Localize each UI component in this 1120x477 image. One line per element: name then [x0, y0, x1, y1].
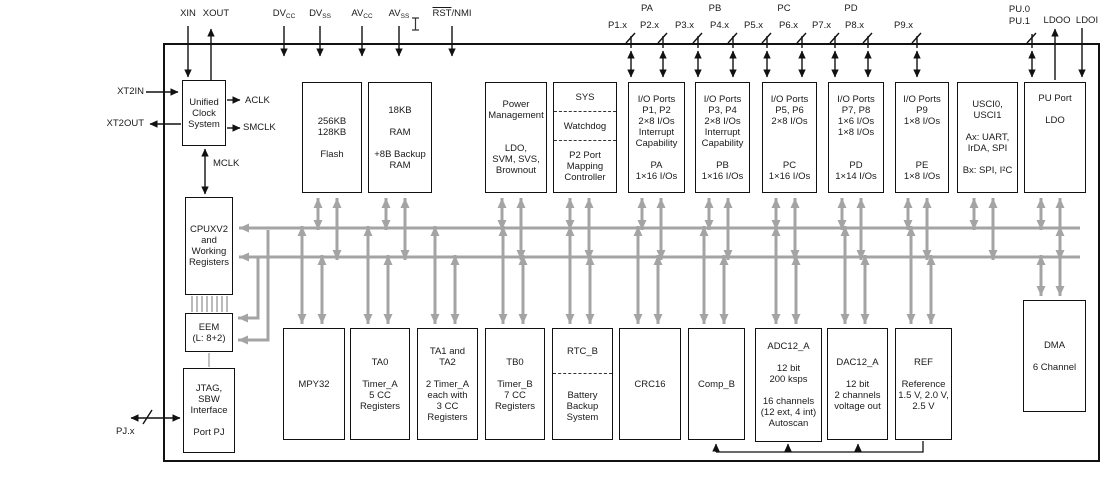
block-power-management: Power Management LDO, SVM, SVS, Brownout — [485, 82, 547, 193]
block-adc12: ADC12_A 12 bit 200 ksps 16 channels (12 … — [755, 328, 822, 442]
cpu-eem-ribbon — [191, 296, 228, 312]
block-ta1-ta2: TA1 and TA2 2 Timer_A each with 3 CC Reg… — [417, 328, 478, 440]
block-rtc-battery-backup: RTC_B Battery Backup System — [552, 328, 613, 440]
pin-label-ldoo: LDOO — [1043, 15, 1071, 26]
pin-label-p4x: P4.x — [709, 20, 729, 31]
port-group-label-pa: PA — [641, 3, 653, 14]
pin-label-p2x: P2.x — [639, 20, 659, 31]
pin-label-xout: XOUT — [202, 8, 230, 19]
pin-label-avss: AVSS — [388, 8, 410, 20]
block-tb0: TB0 Timer_B 7 CC Registers — [485, 328, 545, 440]
block-ta0: TA0 Timer_A 5 CC Registers — [350, 328, 410, 440]
block-io-p7p8: I/O Ports P7, P8 1×6 I/Os 1×8 I/Os PD 1×… — [828, 82, 884, 193]
pin-label-dvss: DVSS — [309, 8, 331, 20]
signal-label-smclk: SMCLK — [243, 122, 276, 133]
pin-label-xt2in: XT2IN — [117, 86, 144, 97]
pin-label-xt2out: XT2OUT — [106, 118, 144, 129]
pin-label-pu1: PU.1 — [1008, 16, 1030, 27]
text-cursor-artifact — [412, 17, 419, 31]
pin-label-ldoi: LDOI — [1075, 15, 1099, 26]
block-pu-port-ldo: PU Port LDO — [1024, 82, 1086, 193]
pin-label-p3x: P3.x — [674, 20, 694, 31]
block-io-p9: I/O Ports P9 1×8 I/Os PE 1×8 I/Os — [895, 82, 949, 193]
pin-label-dvcc: DVCC — [272, 8, 296, 20]
block-jtag-sbw: JTAG, SBW Interface Port PJ — [183, 368, 235, 453]
pin-label-p5x: P5.x — [743, 20, 763, 31]
bottom-block-bus-arrows — [297, 226, 1065, 324]
pin-lines — [130, 26, 456, 425]
block-eem: EEM (L: 8+2) — [185, 313, 233, 352]
block-usci: USCI0, USCI1 Ax: UART, IrDA, SPI Bx: SPI… — [957, 82, 1018, 193]
block-dma: DMA 6 Channel — [1023, 300, 1086, 412]
block-mpy32: MPY32 — [283, 328, 345, 440]
port-group-label-pd: PD — [844, 3, 858, 14]
block-io-p3p4: I/O Ports P3, P4 2×8 I/Os Interrupt Capa… — [695, 82, 750, 193]
chip-boundary — [163, 43, 1100, 462]
signal-label-mclk: MCLK — [213, 158, 240, 169]
pin-label-p6x: P6.x — [778, 20, 798, 31]
pin-label-p8x: P8.x — [844, 20, 864, 31]
ref-distribution-line — [712, 441, 924, 453]
port-group-label-pb: PB — [708, 3, 722, 14]
block-ram: 18KB RAM +8B Backup RAM — [368, 82, 432, 193]
block-io-p1p2: I/O Ports P1, P2 2×8 I/Os Interrupt Capa… — [628, 82, 685, 193]
pin-label-p7x: P7.x — [811, 20, 831, 31]
eem-bus-arrows — [238, 230, 270, 345]
block-comp-b: Comp_B — [688, 328, 745, 440]
top-block-bus-arrows — [313, 198, 1065, 260]
pin-label-p1x: P1.x — [607, 20, 627, 31]
signal-label-aclk: ACLK — [245, 95, 270, 106]
pin-label-xin: XIN — [180, 8, 196, 19]
block-crc16: CRC16 — [619, 328, 681, 440]
port-pin-arrows — [625, 28, 1086, 80]
pin-label-avcc: AVCC — [351, 8, 373, 20]
pin-label-pjx: PJ.x — [116, 426, 135, 437]
block-ref: REF Reference 1.5 V, 2.0 V, 2.5 V — [895, 328, 952, 440]
port-group-label-pc: PC — [777, 3, 791, 14]
block-cpu: CPUXV2 and Working Registers — [185, 197, 233, 295]
pin-label-rst-nmi: RST/NMI — [432, 8, 472, 19]
block-sys-watchdog-portmap: SYS Watchdog P2 Port Mapping Controller — [553, 82, 617, 193]
block-flash: 256KB 128KB Flash — [302, 82, 362, 193]
pin-label-p9x: P9.x — [893, 20, 913, 31]
block-dac12: DAC12_A 12 bit 2 channels voltage out — [827, 328, 888, 440]
pin-label-pu0: PU.0 — [1008, 4, 1030, 15]
block-io-p5p6: I/O Ports P5, P6 2×8 I/Os PC 1×16 I/Os — [762, 82, 817, 193]
block-unified-clock-system: Unified Clock System — [182, 80, 226, 146]
